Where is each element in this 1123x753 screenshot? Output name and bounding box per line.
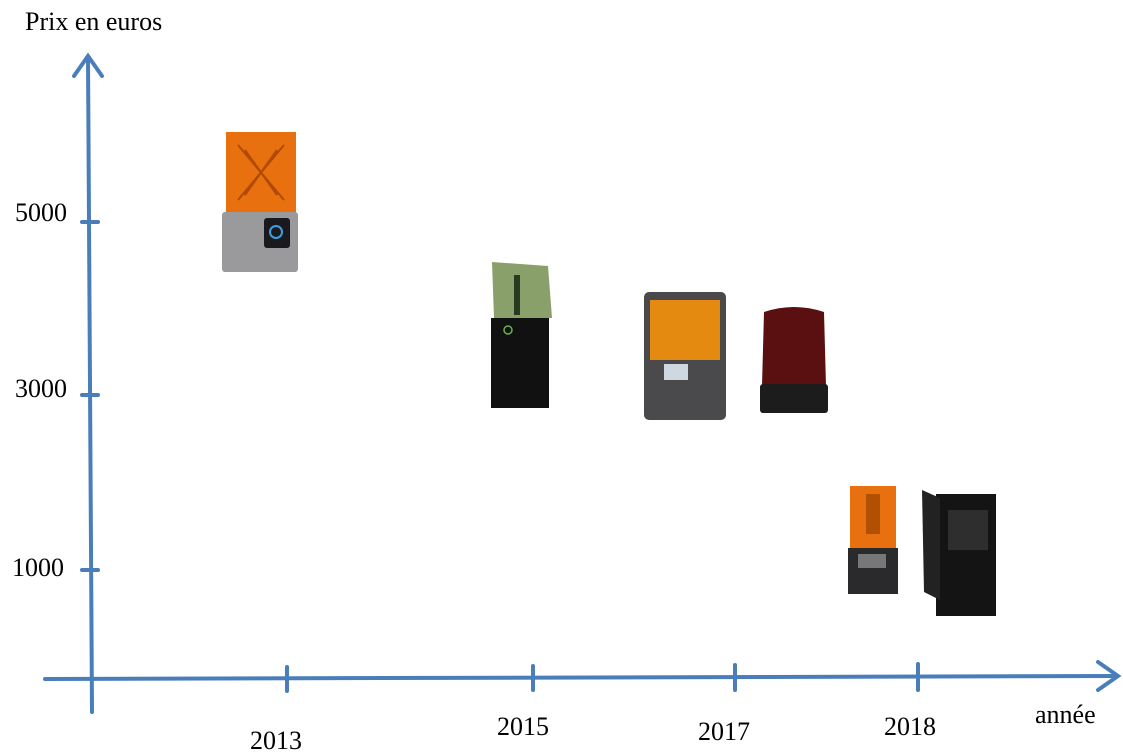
x-tick-label: 2013 — [250, 726, 302, 753]
printer-image — [848, 486, 898, 594]
printer-image — [760, 307, 828, 413]
x-axis-arrow — [1096, 660, 1122, 692]
y-axis — [86, 56, 94, 714]
y-axis-arrow — [72, 52, 104, 78]
printer-image — [491, 262, 552, 408]
x-tick-label: 2018 — [884, 712, 936, 741]
x-tick-label: 2015 — [497, 712, 549, 741]
x-axis-label: année — [1035, 700, 1096, 729]
y-axis-label: Prix en euros — [25, 7, 162, 36]
y-tick-label: 5000 — [15, 198, 67, 227]
x-tick-label: 2017 — [698, 717, 750, 746]
printer-image — [222, 132, 298, 272]
y-tick-label: 1000 — [12, 553, 64, 582]
x-axis — [43, 674, 1118, 681]
printer-image — [644, 292, 726, 420]
y-tick-label: 3000 — [15, 374, 67, 403]
printer-image — [922, 490, 996, 616]
